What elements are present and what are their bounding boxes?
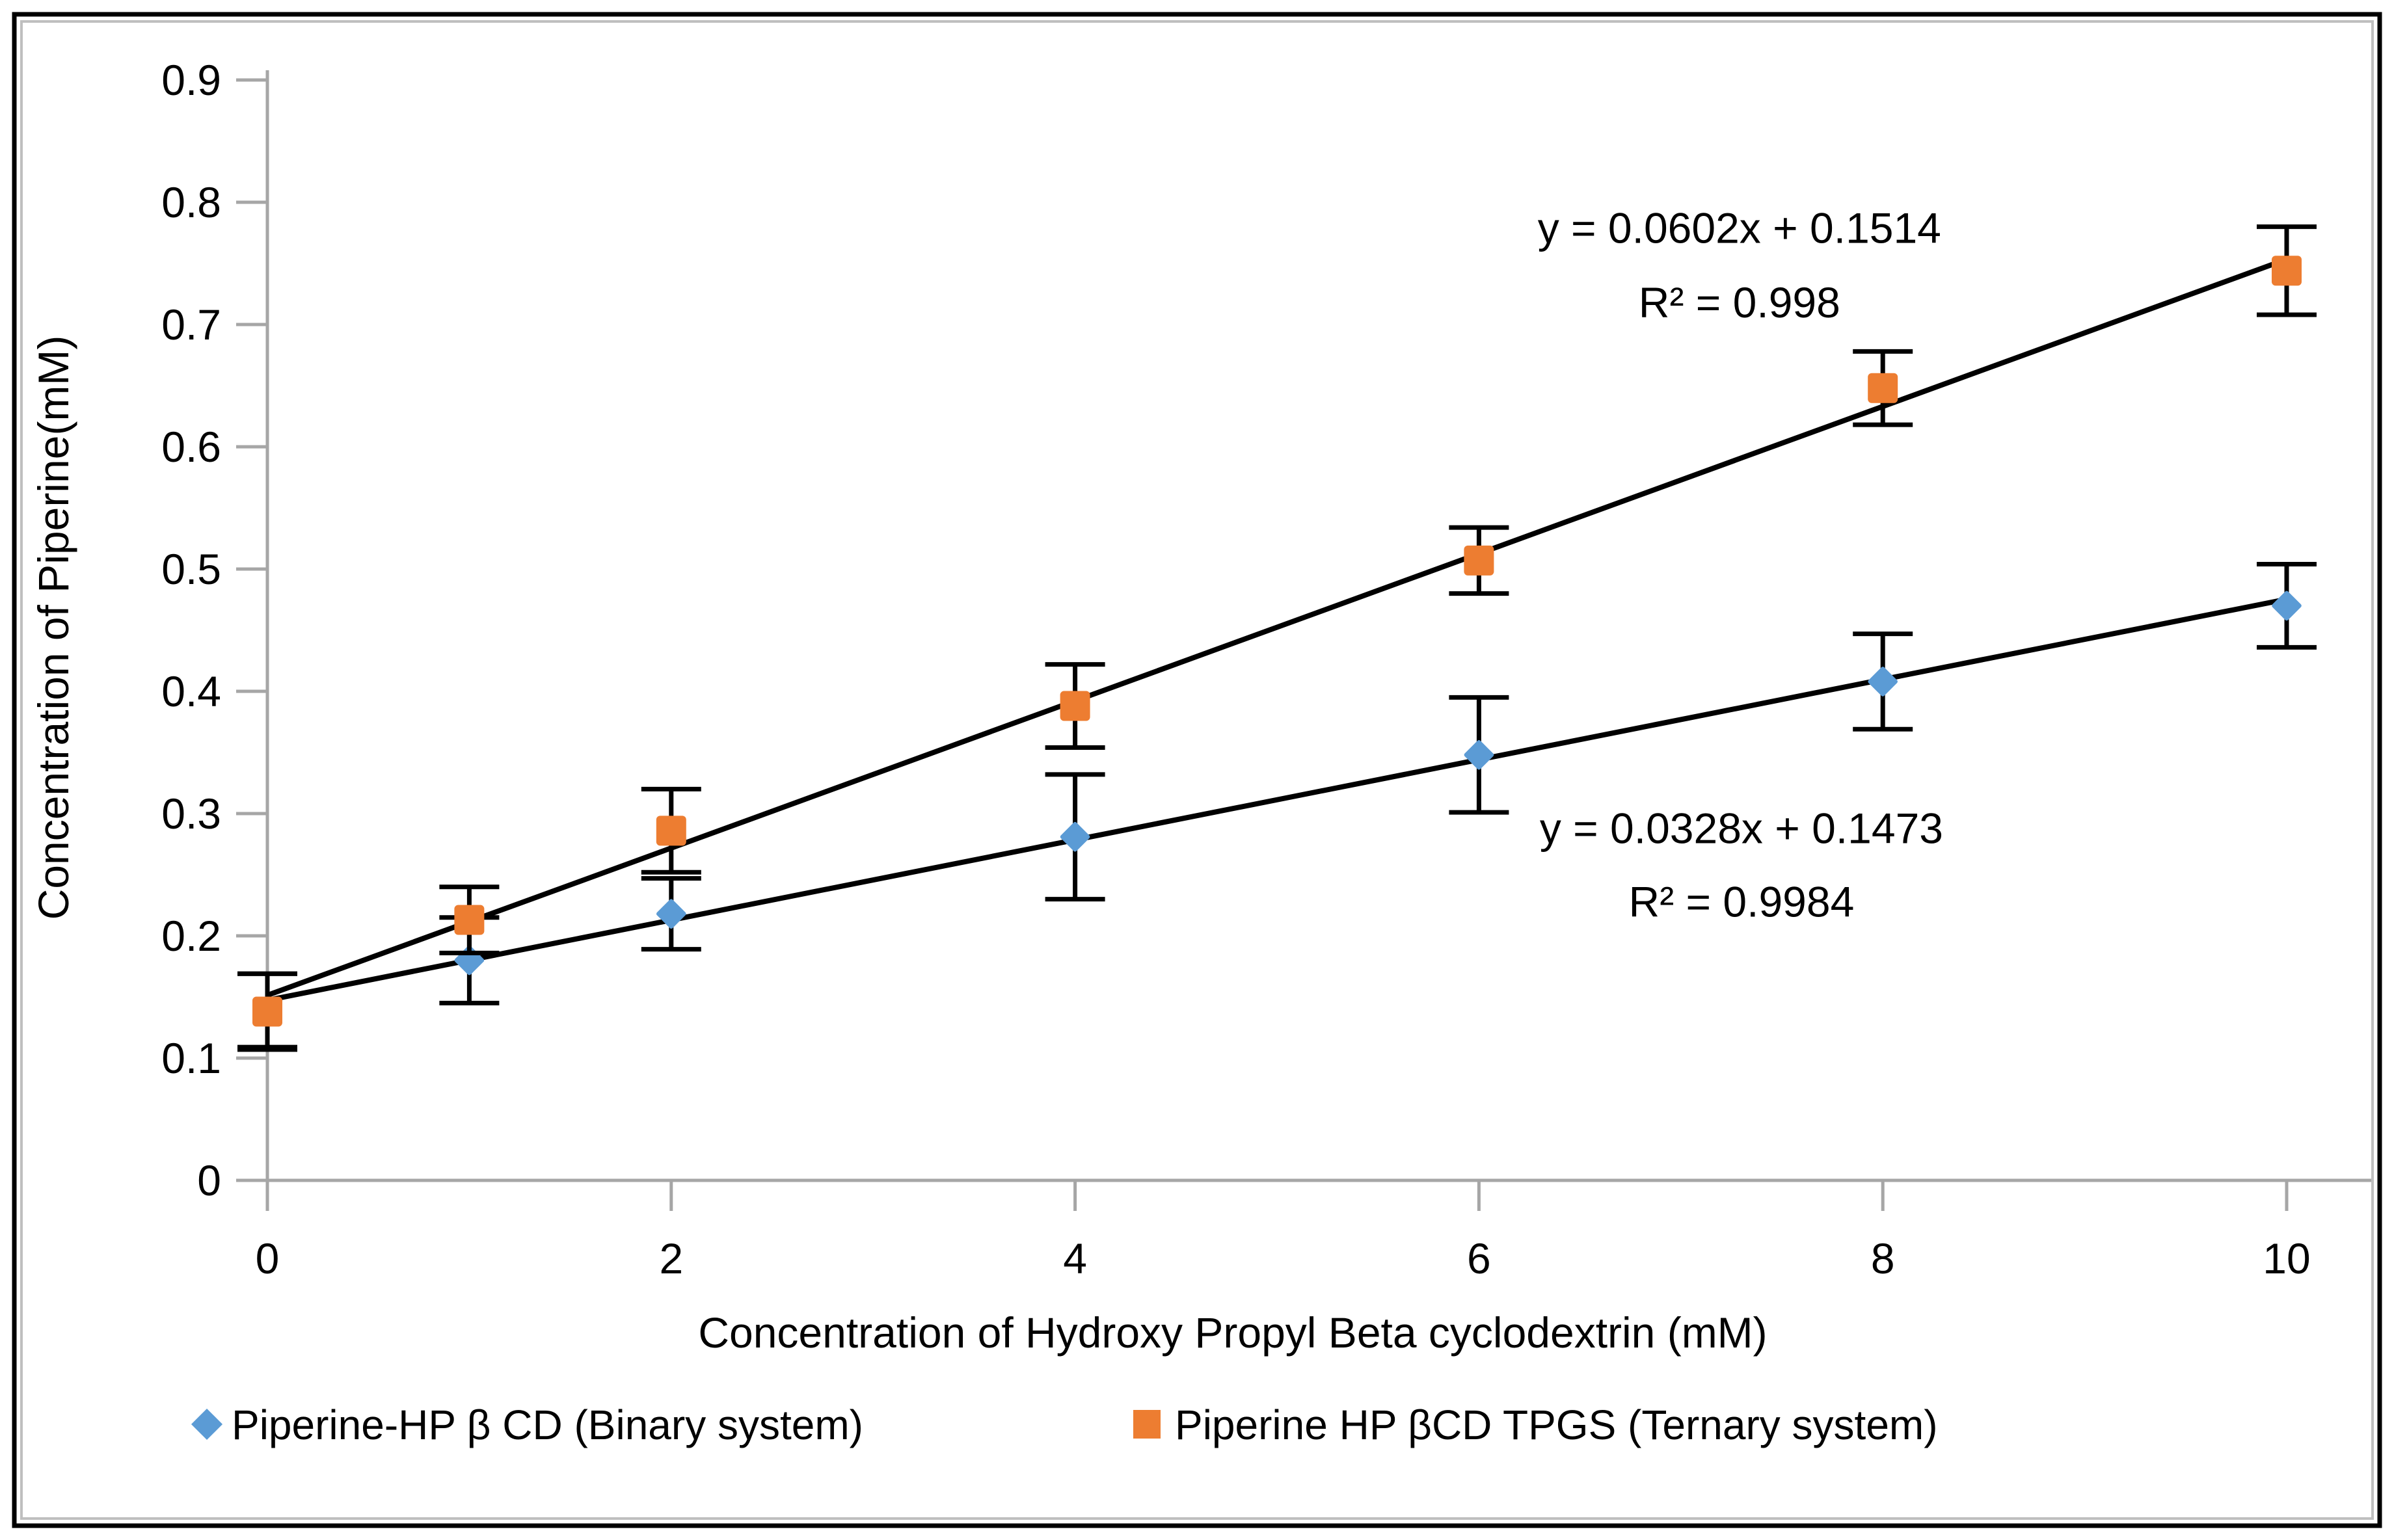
ternary-marker-square [1464,545,1494,576]
x-tick-label: 4 [1063,1234,1087,1282]
plot-area: 0 0.1 0.2 0.3 0.4 0.5 0.6 0.7 0.8 0.9 0 2 4 6 8 10 y = 0… [161,56,2371,1282]
y-tick-label: 0 [197,1156,221,1204]
legend-diamond-marker-icon [191,1408,223,1440]
y-tick-label: 0.8 [161,178,221,226]
x-tick-label: 8 [1871,1234,1895,1282]
figure-outer-border [12,12,2382,1528]
ternary-marker-square [454,905,485,935]
ternary-marker-square [252,996,282,1027]
binary-marker-diamond [1060,821,1090,852]
y-tick-label: 0.4 [161,667,221,715]
legend-label-ternary: Piperine HP βCD TPGS (Ternary system) [1175,1401,1938,1448]
equation-annotation: y = 0.0602x + 0.1514 [1538,204,1941,252]
ternary-marker-square [1868,373,1898,403]
x-tick-label: 6 [1467,1234,1491,1282]
ternary-marker-square [2272,256,2302,286]
equation-annotation: R² = 0.998 [1639,278,1840,326]
binary-marker-diamond [656,899,686,929]
y-tick-label: 0.6 [161,423,221,471]
y-tick-label: 0.1 [161,1034,221,1082]
ternary-marker-square [656,816,686,846]
binary-marker-diamond [2272,591,2302,621]
legend-square-marker-icon [1133,1410,1161,1439]
x-tick-label: 10 [2263,1234,2310,1282]
y-tick-label: 0.9 [161,56,221,104]
legend-item-binary: Piperine-HP β CD (Binary system) [191,1401,863,1448]
y-axis-title: Concentration of Piperine(mM) [29,336,77,920]
binary-marker-diamond [1868,667,1898,697]
binary-marker-diamond [1464,739,1494,770]
x-axis-title: Concentration of Hydroxy Propyl Beta cyc… [698,1308,1767,1357]
trendline-ternary [266,256,2288,998]
x-tick-label: 2 [659,1234,683,1282]
figure-inner-border [20,20,2374,1520]
x-tick-label: 0 [256,1234,280,1282]
legend: Piperine-HP β CD (Binary system) Piperin… [191,1401,1938,1448]
y-tick-label: 0.2 [161,912,221,960]
y-tick-label: 0.3 [161,790,221,838]
y-tick-label: 0.5 [161,545,221,593]
y-tick-label: 0.7 [161,300,221,349]
legend-item-ternary: Piperine HP βCD TPGS (Ternary system) [1133,1401,1938,1448]
equation-annotation: R² = 0.9984 [1629,877,1855,925]
legend-label-binary: Piperine-HP β CD (Binary system) [232,1401,863,1448]
trendline-binary [267,596,2287,1003]
equation-annotation: y = 0.0328x + 0.1473 [1540,804,1943,853]
ternary-marker-square [1060,691,1090,721]
